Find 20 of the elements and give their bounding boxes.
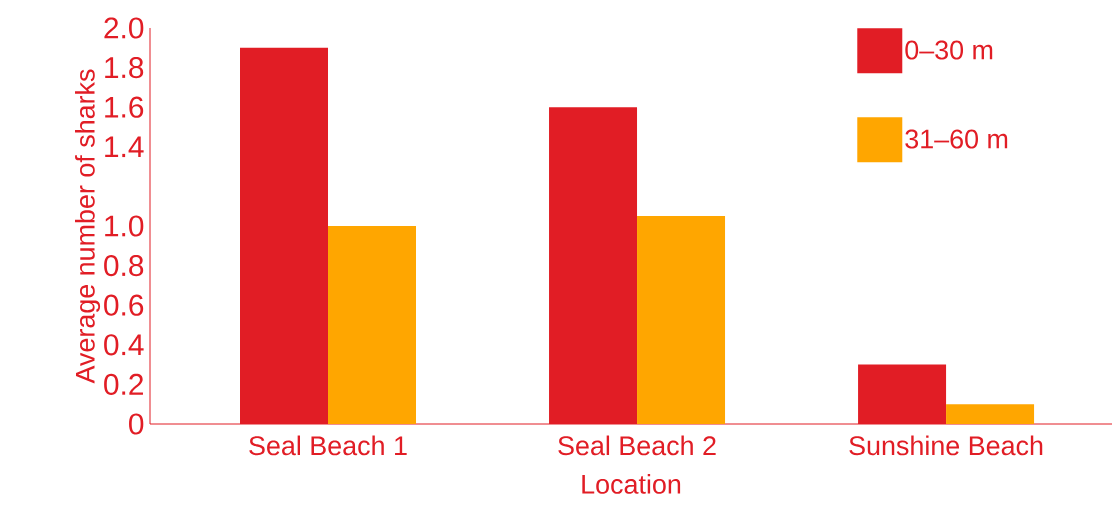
x-tick-label: Sunshine Beach <box>849 435 1043 456</box>
y-tick-label: 1.6 <box>105 96 144 118</box>
x-tick-label: Seal Beach 2 <box>558 435 716 456</box>
y-tick-label: 0 <box>129 413 144 435</box>
legend-label: 0–30 m <box>905 40 993 60</box>
bar <box>328 226 416 424</box>
bar <box>946 404 1035 424</box>
y-tick-label: 2.0 <box>104 17 144 39</box>
y-axis-title: Average number of sharks <box>75 69 101 384</box>
y-tick-label: 0.2 <box>104 373 143 395</box>
y-tick-label: 1.8 <box>105 57 144 79</box>
y-tick-label: 1.0 <box>105 215 144 237</box>
y-tick-label: 0.4 <box>104 334 144 356</box>
y-tick-label: 1.4 <box>105 136 144 158</box>
y-tick-label: 0.6 <box>104 294 144 316</box>
legend-label: 31–60 m <box>905 129 1008 149</box>
x-axis-title: Location <box>582 474 681 494</box>
bar <box>637 216 726 424</box>
y-tick-label: 0.8 <box>104 255 144 277</box>
x-tick-label: Seal Beach 1 <box>249 435 407 456</box>
